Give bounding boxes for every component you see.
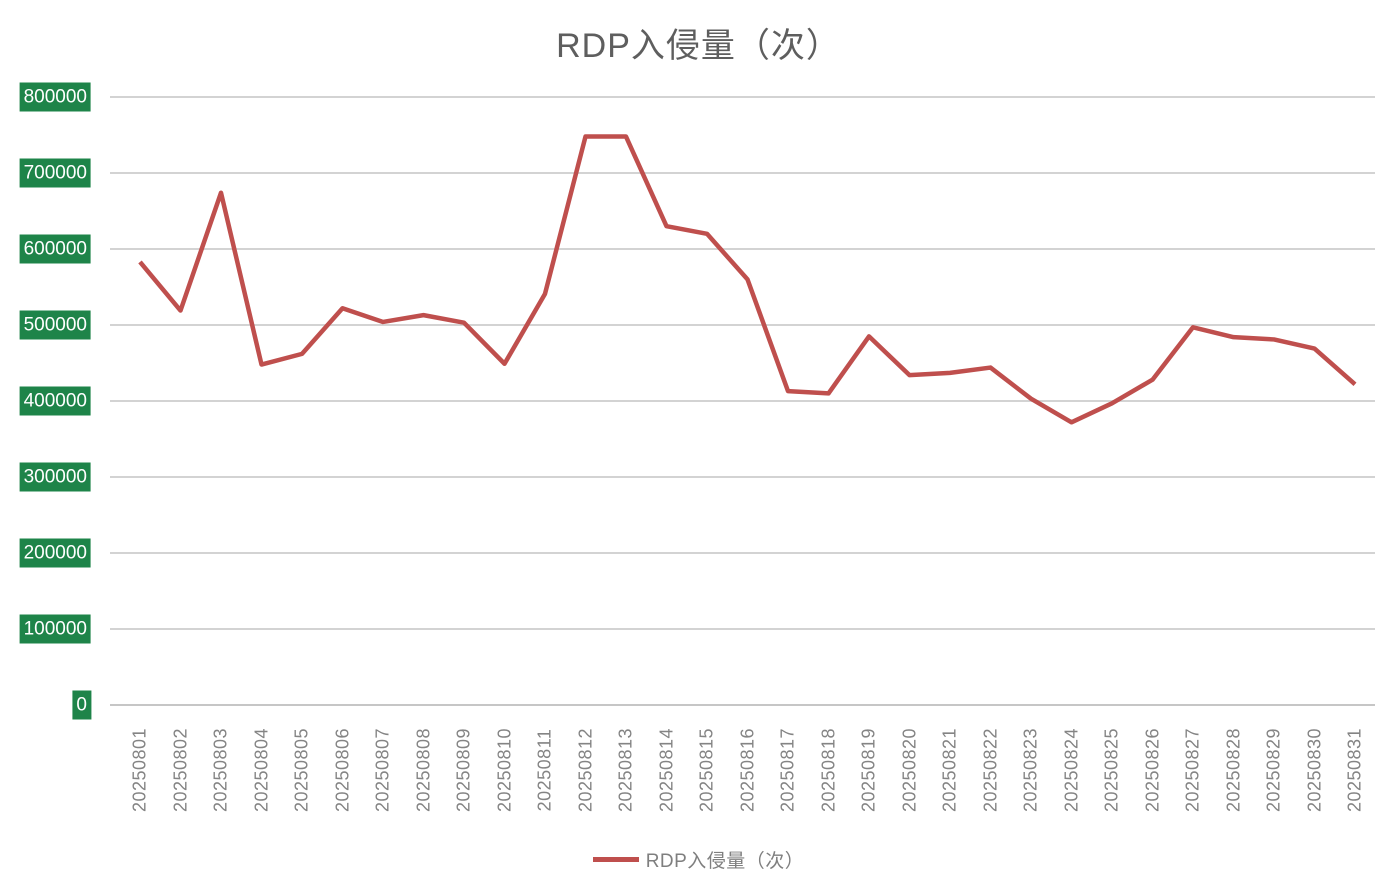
series-line <box>138 134 1357 425</box>
x-axis-label: 20250831 <box>1344 727 1365 813</box>
x-axis-label: 20250819 <box>858 727 879 813</box>
x-axis-label: 20250802 <box>170 727 190 813</box>
y-gridline <box>110 324 1375 326</box>
x-axis-label: 20250827 <box>1182 727 1203 813</box>
y-gridline <box>110 476 1375 478</box>
x-axis-label: 20250825 <box>1101 727 1122 813</box>
x-axis-label: 20250813 <box>615 727 636 813</box>
x-axis-label: 20250823 <box>1020 727 1041 813</box>
legend: RDP入侵量（次） <box>0 846 1397 873</box>
y-tick-label: 800000 <box>19 82 91 112</box>
x-axis-label: 20250815 <box>696 727 717 813</box>
x-axis-label: 20250830 <box>1304 727 1324 813</box>
x-axis-label: 20250824 <box>1061 727 1081 813</box>
y-gridline <box>110 248 1375 250</box>
x-axis-label: 20250814 <box>656 727 676 813</box>
x-axis-label: 20250807 <box>372 727 393 813</box>
x-axis-label: 20250809 <box>453 727 474 813</box>
y-gridline <box>110 628 1375 630</box>
y-gridline <box>110 400 1375 402</box>
x-axis-label: 20250811 <box>534 728 555 812</box>
y-tick-label: 300000 <box>19 462 91 492</box>
x-axis-label: 20250820 <box>899 727 919 813</box>
x-axis-label: 20250817 <box>777 727 798 813</box>
y-tick-label: 100000 <box>19 614 91 644</box>
x-axis-label: 20250828 <box>1223 727 1243 813</box>
y-tick-label: 0 <box>72 690 91 720</box>
x-axis-label: 20250822 <box>980 727 1000 813</box>
legend-label: RDP入侵量（次） <box>645 851 805 872</box>
x-axis-label: 20250801 <box>129 727 150 813</box>
y-gridline <box>110 172 1375 174</box>
y-tick-label: 500000 <box>19 310 91 340</box>
x-axis-label: 20250829 <box>1263 727 1284 813</box>
x-axis-label: 20250812 <box>575 727 595 813</box>
x-axis-label: 20250816 <box>737 727 757 813</box>
x-axis-label: 20250804 <box>251 727 271 813</box>
x-axis-label: 20250810 <box>494 727 514 813</box>
x-axis-label: 20250806 <box>332 727 352 813</box>
y-tick-label: 400000 <box>19 386 91 416</box>
y-tick-label: 200000 <box>19 538 91 568</box>
y-tick-label: 600000 <box>19 234 91 264</box>
y-gridline <box>110 552 1375 554</box>
x-axis-label: 20250826 <box>1142 727 1162 813</box>
legend-line-swatch <box>592 857 639 862</box>
x-axis-label: 20250805 <box>291 727 312 813</box>
y-gridline <box>110 96 1375 98</box>
chart-title: RDP入侵量（次） <box>556 27 841 65</box>
x-axis-label: 20250818 <box>818 727 838 813</box>
x-axis-label: 20250821 <box>939 727 960 813</box>
y-tick-label: 700000 <box>19 158 91 188</box>
x-axis-line <box>110 704 1375 706</box>
x-axis-label: 20250803 <box>210 727 231 813</box>
x-axis-label: 20250808 <box>413 727 433 813</box>
